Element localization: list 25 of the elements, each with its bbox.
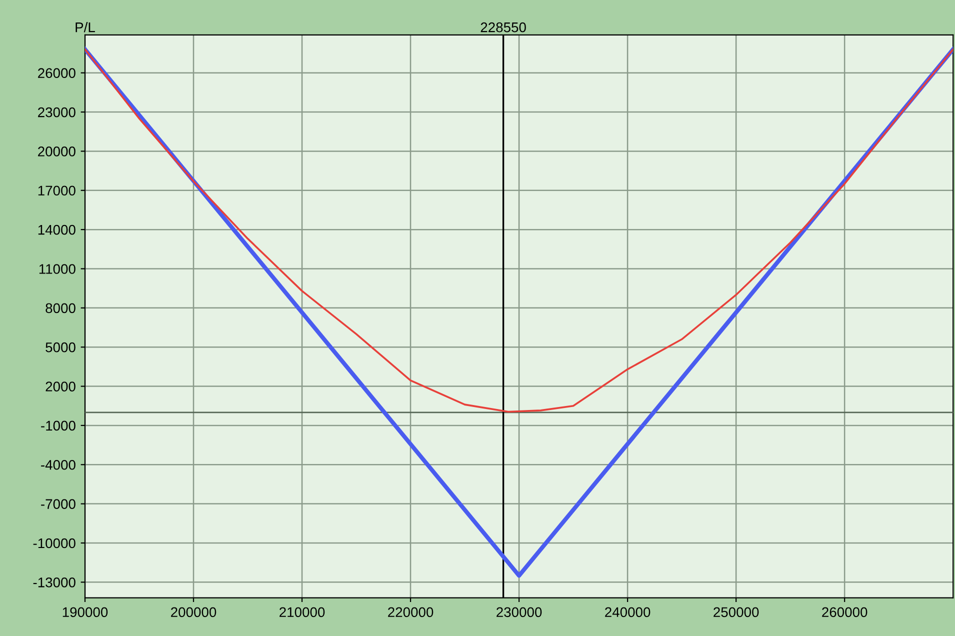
- x-tick-label: 220000: [388, 607, 434, 618]
- y-tick-label: 20000: [38, 146, 76, 156]
- x-tick-label: 200000: [171, 607, 216, 618]
- y-tick-label: 2000: [46, 382, 76, 392]
- y-tick-label: -4000: [41, 460, 76, 470]
- x-tick-label: 260000: [822, 607, 868, 618]
- y-tick-label: 23000: [38, 107, 76, 118]
- y-tick-label: -13000: [33, 578, 76, 588]
- x-tick-label: 210000: [280, 607, 325, 618]
- line-series: [84, 48, 954, 413]
- x-tick-label: 230000: [496, 607, 542, 618]
- y-tick-label: 5000: [46, 342, 76, 352]
- y-tick-label: 17000: [38, 186, 76, 196]
- y-tick-label: -1000: [41, 420, 76, 431]
- y-tick-label: 8000: [46, 303, 76, 314]
- ref-line-label: 228550: [480, 22, 526, 32]
- y-tick-label: 14000: [38, 224, 76, 235]
- y-tick-label: -7000: [41, 499, 76, 509]
- y-tick-label: -10000: [33, 538, 76, 548]
- y-tick-label: 26000: [38, 68, 76, 78]
- x-tick-label: 190000: [62, 607, 108, 618]
- x-tick-label: 250000: [714, 607, 759, 618]
- y-axis-title: P/L: [76, 22, 95, 32]
- x-tick-label: 240000: [605, 607, 650, 618]
- y-tick-label: 11000: [39, 264, 76, 274]
